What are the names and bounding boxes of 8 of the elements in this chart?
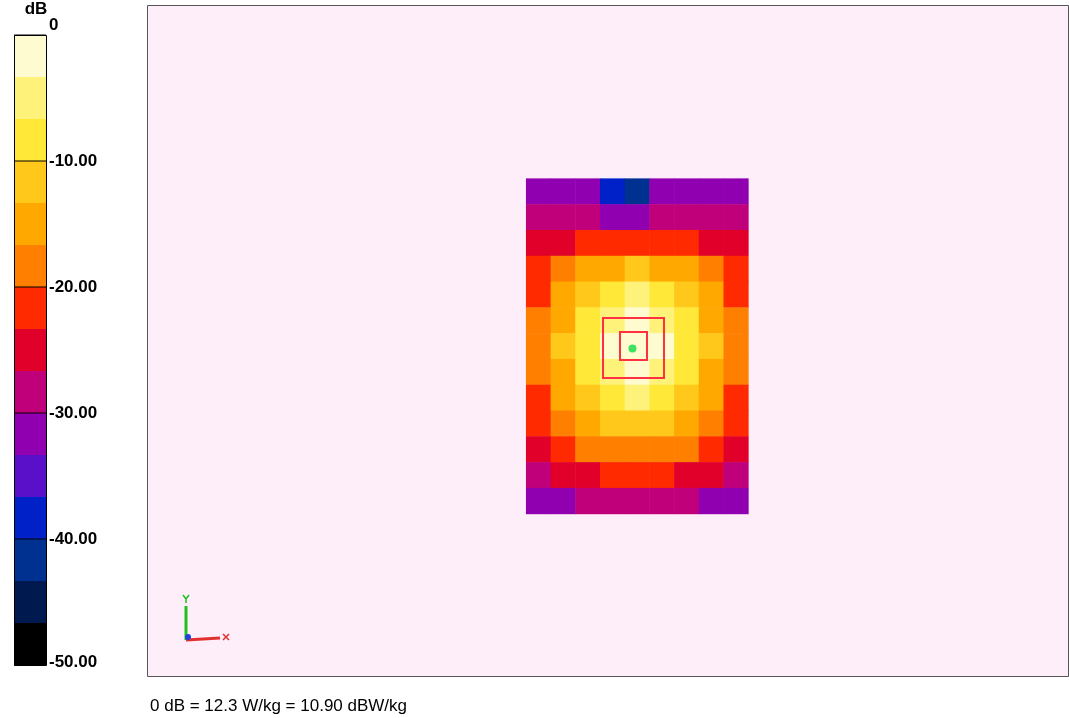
color-bar-label: -40.00 [49,528,98,548]
color-bar-label: -30.00 [49,402,98,422]
color-bar-label: 0 [49,14,59,34]
color-bar-label: -10.00 [49,150,98,170]
color-bar-label: -50.00 [49,651,98,671]
color-bar-label: -20.00 [49,276,98,296]
color-bar-title: dB [24,0,48,18]
text: 0 dB = 12.3 W/kg = 10.90 dBW/kg [150,695,408,715]
